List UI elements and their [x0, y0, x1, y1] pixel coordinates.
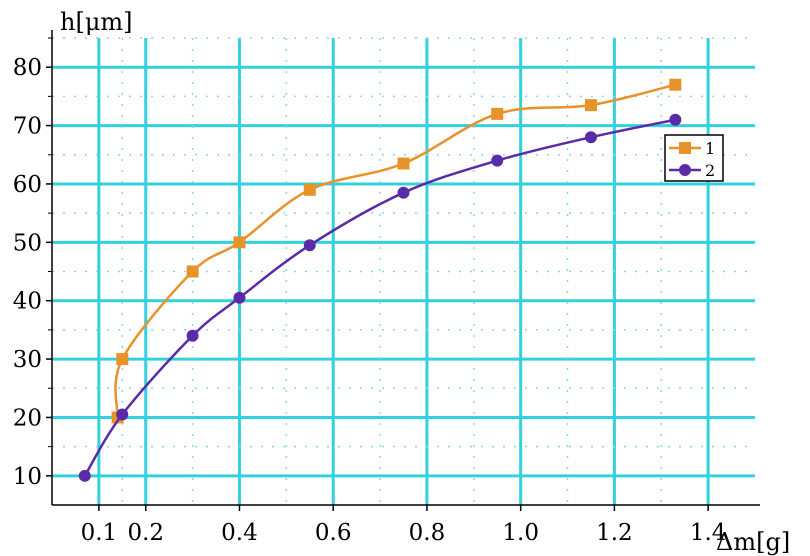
legend-label: 1	[705, 139, 715, 158]
grid	[52, 38, 755, 505]
x-tick-label: 0.8	[409, 520, 446, 546]
data-point	[303, 183, 316, 196]
data-point	[186, 265, 199, 278]
x-tick-label: 1.0	[502, 520, 539, 546]
legend-box	[664, 134, 724, 182]
y-tick-label: 70	[13, 114, 42, 140]
y-tick-label: 30	[13, 347, 42, 373]
x-tick-label: 0.1	[81, 520, 118, 546]
x-tick-label: 1.2	[596, 520, 633, 546]
x-tick-label: 0.6	[315, 520, 352, 546]
data-point	[78, 469, 91, 482]
legend: 12	[664, 134, 724, 182]
legend-item: 2	[669, 161, 715, 180]
series-2	[78, 113, 682, 482]
x-tick-label: 1.4	[690, 520, 727, 546]
y-tick-label: 80	[13, 55, 42, 81]
series-1	[111, 78, 682, 424]
x-axis-title: Δm[g]	[716, 528, 790, 556]
data-point	[397, 157, 410, 170]
legend-marker	[679, 164, 691, 176]
data-point	[116, 353, 129, 366]
data-point	[303, 239, 316, 252]
y-tick-label: 10	[13, 464, 42, 490]
axes: 10 20 30 40 50 60 70 80 0.1 0.2 0.4 0.6 0.8 1.0 1.2 1.4	[13, 30, 760, 546]
series-line	[114, 83, 676, 418]
legend-marker	[679, 142, 691, 154]
y-tick-label: 50	[13, 230, 42, 256]
data-point	[233, 236, 246, 249]
data-point	[669, 113, 682, 126]
data-point	[233, 291, 246, 304]
legend-item: 1	[669, 139, 715, 158]
series-line	[83, 118, 676, 477]
minor-grid-dots	[52, 37, 755, 505]
data-point	[669, 78, 682, 91]
x-tick-label: 0.4	[221, 520, 258, 546]
series	[78, 78, 682, 482]
legend-label: 2	[705, 161, 715, 180]
data-point	[584, 99, 597, 112]
data-point	[584, 131, 597, 144]
data-point	[397, 186, 410, 199]
y-tick-label: 60	[13, 172, 42, 198]
data-point	[491, 154, 504, 167]
y-axis-title: h[μm]	[60, 8, 133, 36]
data-point	[116, 408, 129, 421]
x-tick-label: 0.2	[127, 520, 164, 546]
data-point	[491, 107, 504, 120]
y-tick-label: 20	[13, 405, 42, 431]
y-tick-label: 40	[13, 289, 42, 315]
data-point	[186, 329, 199, 342]
